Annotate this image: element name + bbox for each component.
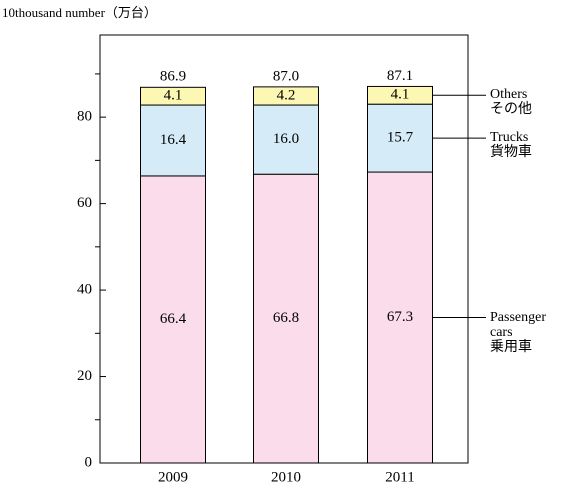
value-label: 4.1	[164, 88, 183, 104]
y-tick-label: 40	[77, 282, 92, 298]
y-tick-label: 60	[77, 195, 92, 211]
y-tick-label: 20	[77, 368, 92, 384]
x-tick-label: 2011	[385, 469, 414, 485]
total-label: 87.0	[273, 68, 299, 84]
total-label: 87.1	[387, 68, 413, 84]
x-tick-label: 2010	[271, 469, 301, 485]
value-label: 15.7	[387, 130, 414, 146]
value-label: 16.4	[160, 132, 187, 148]
value-label: 4.2	[277, 87, 296, 103]
bar-segment	[253, 173, 319, 464]
bar-segment	[140, 175, 206, 464]
legend-label: Passenger cars 乗用車	[490, 309, 546, 355]
legend-label: Others その他	[490, 87, 532, 118]
bar-segment	[367, 171, 433, 464]
y-axis-label: 10thousand number（万台）	[2, 5, 157, 20]
value-label: 4.1	[391, 87, 410, 103]
value-label: 16.0	[273, 131, 299, 147]
bar-segment	[367, 103, 433, 173]
legend-label: Trucks 貨物車	[490, 130, 532, 161]
bar-segment	[253, 104, 319, 175]
bar-segment	[253, 86, 319, 106]
value-label: 66.4	[160, 311, 187, 327]
y-tick-label: 0	[85, 454, 93, 470]
bar-segment	[140, 86, 206, 106]
bar-segment	[140, 104, 206, 177]
x-tick-label: 2009	[158, 469, 188, 485]
value-label: 67.3	[387, 309, 413, 325]
value-label: 66.8	[273, 310, 299, 326]
total-label: 86.9	[160, 69, 186, 85]
y-tick-label: 80	[77, 109, 92, 125]
